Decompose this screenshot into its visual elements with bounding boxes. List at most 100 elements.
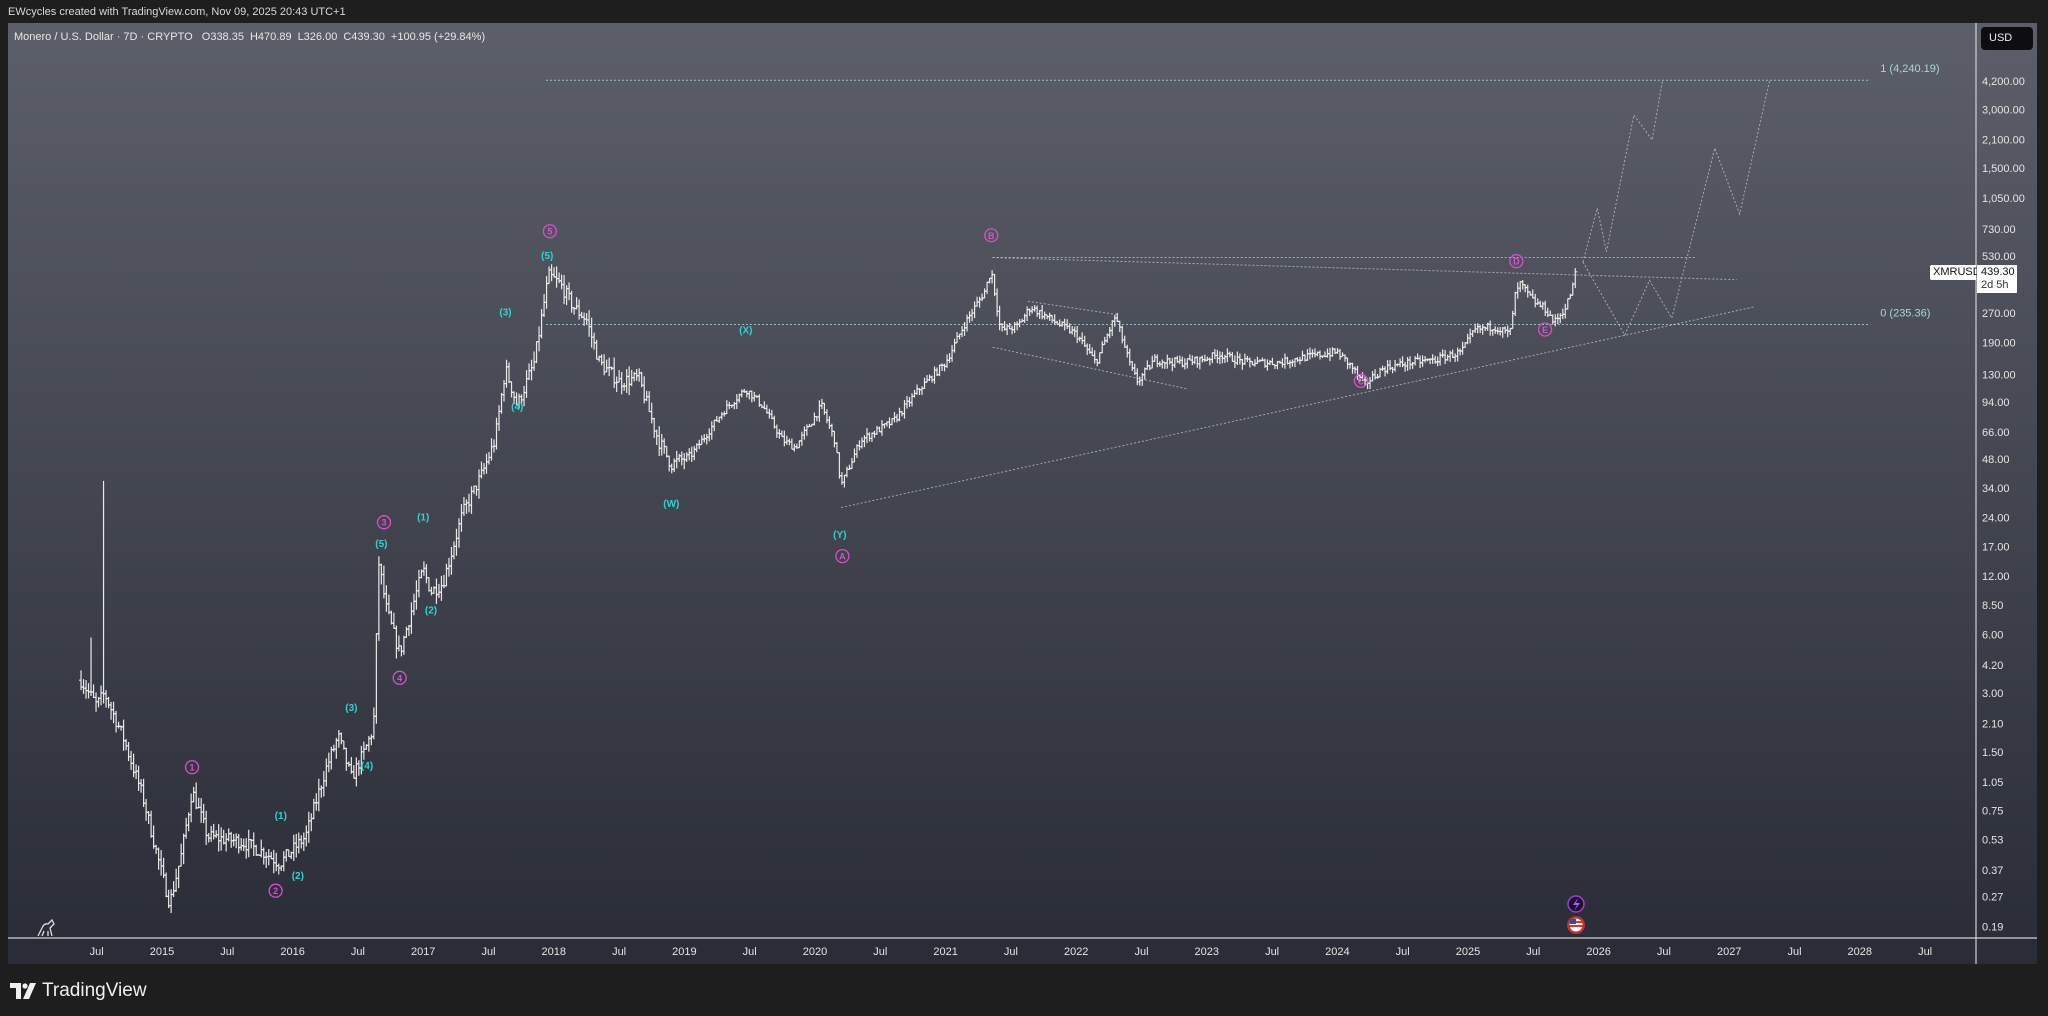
time-tick-label: Jul	[90, 946, 104, 958]
wave-label-major[interactable]: 1	[190, 763, 195, 773]
wave-label-minor[interactable]: (4)	[361, 761, 373, 772]
wave-label-major[interactable]: 3	[382, 518, 387, 528]
time-tick-label: 2022	[1064, 946, 1088, 958]
wave-label-major[interactable]: B	[988, 231, 995, 241]
time-tick-label: 2028	[1848, 946, 1872, 958]
symbol-legend[interactable]: Monero / U.S. Dollar · 7D · CRYPTO O338.…	[14, 31, 491, 43]
price-bar	[1573, 268, 1578, 288]
legend-symbol[interactable]: Monero / U.S. Dollar · 7D · CRYPTO	[14, 31, 193, 43]
wave-label-major[interactable]: C	[1358, 376, 1365, 386]
wave-label-circle	[835, 548, 850, 564]
channel-upper[interactable]	[1027, 300, 1117, 316]
last-price-label: 439.30 2d 5h	[1977, 265, 2017, 293]
wave-label-circle	[1353, 373, 1369, 388]
wave-label-circle	[1509, 254, 1524, 269]
currency-button[interactable]: USD	[1981, 27, 2033, 50]
wave-label-major[interactable]: D	[1513, 257, 1520, 267]
fib-level-label: 1 (4,240.19)	[1880, 63, 1939, 75]
projection-path-1[interactable]	[1582, 80, 1664, 263]
time-tick-label: Jul	[1265, 946, 1279, 958]
wave-label-circle	[184, 760, 200, 775]
wave-label-major[interactable]: A	[839, 552, 846, 562]
last-price-value: 439.30	[1981, 266, 2015, 278]
wave-label-minor[interactable]: (1)	[417, 512, 429, 523]
price-tick-label: 66.00	[1982, 427, 2010, 439]
legend-change: +100.95 (+29.84%)	[390, 31, 486, 43]
triangle-upper-line[interactable]	[992, 257, 1738, 281]
wave-label-circle	[984, 228, 999, 243]
wave-label-minor[interactable]: (Y)	[833, 530, 846, 541]
price-tick-label: 130.00	[1982, 370, 2016, 382]
wave-label-minor[interactable]: (3)	[345, 703, 357, 714]
time-axis[interactable]: Jul 2015 Jul 2016 Jul 2017 Jul 2018 Jul 2019 Jul 20…	[90, 946, 1932, 958]
time-tick-label: Jul	[1787, 946, 1801, 958]
lightning-event-icon[interactable]	[1567, 895, 1585, 913]
wave-label-major[interactable]: 4	[397, 673, 402, 683]
time-tick-label: Jul	[1134, 946, 1148, 958]
price-tick-label: 17.00	[1982, 542, 2010, 554]
time-tick-label: Jul	[351, 946, 365, 958]
time-tick-label: 2023	[1195, 946, 1219, 958]
price-tick-label: 48.00	[1982, 454, 2010, 466]
price-tick-label: 1.50	[1982, 747, 2003, 759]
time-tick-label: 2025	[1456, 946, 1480, 958]
legend-high: H470.89	[249, 31, 292, 43]
price-tick-label: 0.53	[1982, 835, 2003, 847]
time-tick-label: Jul	[1918, 946, 1932, 958]
tradingview-wordmark: TradingView	[42, 980, 147, 1001]
price-tick-label: 34.00	[1982, 483, 2010, 495]
wave-label-circle	[542, 224, 558, 239]
wave-label-circle	[268, 883, 283, 898]
wave-label-minor[interactable]: (2)	[425, 605, 437, 616]
tradingview-brand[interactable]: TradingView	[10, 980, 147, 1002]
legend-open: O338.35	[201, 31, 244, 43]
chart-credit: EWcycles created with TradingView.com, N…	[8, 6, 346, 18]
price-tick-label: 190.00	[1982, 338, 2016, 350]
time-tick-label: 2024	[1325, 946, 1349, 958]
price-tick-label: 12.00	[1982, 571, 2010, 583]
legend-close: C439.30	[343, 31, 385, 43]
wave-label-minor[interactable]: (W)	[663, 499, 679, 510]
wave-label-circle	[392, 670, 407, 685]
price-tick-label: 2.10	[1982, 718, 2003, 730]
wave-label-minor[interactable]: (5)	[541, 251, 553, 262]
price-tick-label: 8.50	[1982, 600, 2003, 612]
time-tick-label: 2020	[803, 946, 827, 958]
time-tick-label: Jul	[481, 946, 495, 958]
wave-label-major[interactable]: 2	[273, 886, 278, 896]
wave-label-major[interactable]: E	[1542, 325, 1548, 335]
wave-label-minor[interactable]: (4)	[511, 402, 523, 413]
wave-label-circle	[376, 515, 392, 530]
channel-lower[interactable]	[992, 346, 1188, 390]
price-tick-label: 24.00	[1982, 512, 2010, 524]
wave-label-minor[interactable]: (X)	[739, 325, 752, 336]
time-tick-label: Jul	[1396, 946, 1410, 958]
price-bars	[79, 264, 1578, 914]
time-tick-label: Jul	[1657, 946, 1671, 958]
time-tick-label: 2015	[150, 946, 174, 958]
last-price-ticker-label: XMRUSD	[1930, 265, 1981, 280]
wave-labels: 1 2 (1) (2) (3) (4) 3 (5) 4 (1) (2) (3) (4) 5 (5) (W) (X…	[184, 224, 1553, 898]
price-tick-label: 530.00	[1982, 251, 2016, 263]
tradingview-mini-logo-icon[interactable]	[37, 918, 55, 937]
wave-label-minor[interactable]: (1)	[275, 811, 287, 822]
us-economic-event-flag-icon[interactable]	[1567, 916, 1585, 934]
time-axis-background	[8, 938, 2037, 964]
price-tick-label: 1,500.00	[1982, 163, 2025, 175]
price-axis[interactable]: 4,200.00 3,000.00 2,100.00 1,500.00 1,050.00…	[1982, 76, 2025, 933]
price-tick-label: 4,200.00	[1982, 76, 2025, 88]
fib-level-label: 0 (235.36)	[1880, 308, 1930, 320]
time-tick-label: 2021	[933, 946, 957, 958]
time-tick-label: Jul	[1004, 946, 1018, 958]
wave-label-minor[interactable]: (3)	[499, 308, 511, 319]
wave-label-major[interactable]: 5	[547, 227, 552, 237]
wave-label-minor[interactable]: (5)	[375, 539, 387, 550]
projection-path-2[interactable]	[1582, 80, 1771, 337]
time-tick-label: Jul	[873, 946, 887, 958]
tradingview-logo-icon	[10, 983, 36, 999]
price-tick-label: 730.00	[1982, 224, 2016, 236]
wave-label-minor[interactable]: (2)	[292, 871, 304, 882]
price-tick-label: 1.05	[1982, 777, 2003, 789]
price-tick-label: 2,100.00	[1982, 135, 2025, 147]
